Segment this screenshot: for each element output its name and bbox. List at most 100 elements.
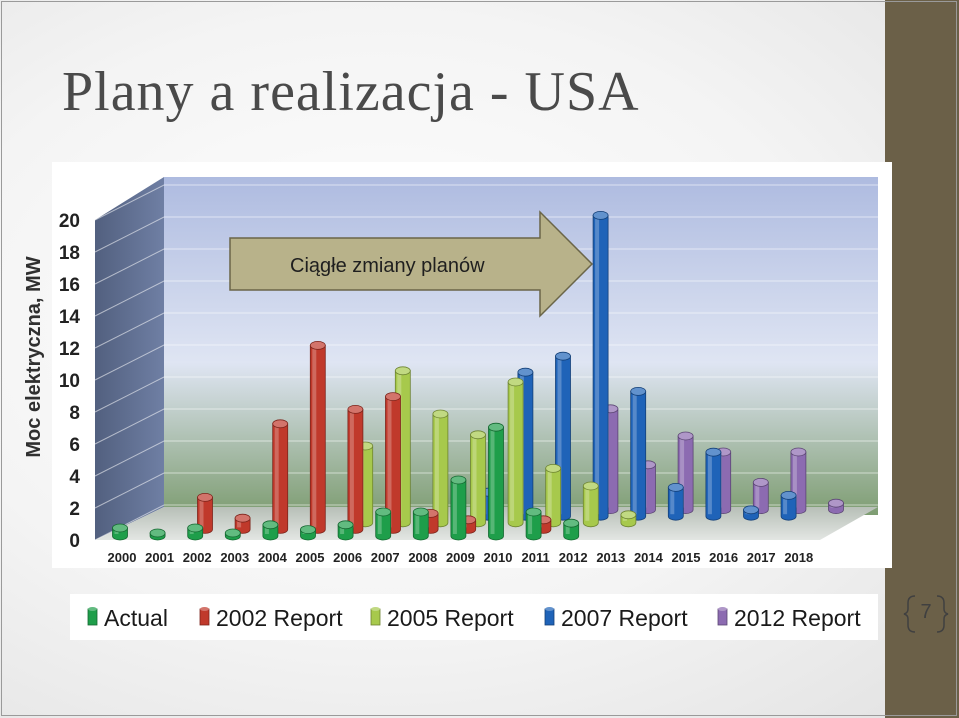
legend-swatch-top (88, 607, 97, 611)
bar-2002-report-2006 (347, 404, 364, 534)
bar-top (517, 367, 534, 377)
legend-swatch-top (200, 607, 209, 611)
bar-top (620, 510, 637, 520)
bar-top (592, 210, 609, 220)
y-tick-label: 14 (59, 307, 81, 328)
legend-swatch (199, 608, 210, 626)
y-tick-label: 2 (69, 499, 80, 520)
bar-2005-report-2010 (507, 377, 524, 528)
bar-top (828, 498, 844, 508)
bar-2005-report-2011 (545, 463, 562, 528)
x-tick-label: 2000 (108, 550, 137, 565)
legend-item-2005-report: 2005 Report (370, 605, 514, 631)
x-tick-label: 2003 (220, 550, 249, 565)
legend-item-2002-report: 2002 Report (199, 605, 343, 631)
bar-actual-2004 (262, 520, 279, 541)
bar-highlight (707, 454, 712, 515)
bar-top (187, 523, 204, 533)
x-tick-label: 2016 (709, 550, 738, 565)
bar-highlight (452, 482, 457, 534)
x-tick-label: 2004 (258, 550, 288, 565)
bar-2012-report-2018 (828, 498, 844, 514)
bar-top (149, 528, 166, 538)
legend-swatch-top (371, 607, 380, 611)
bar-top (630, 386, 647, 396)
callout-arrow: Ciągłe zmiany planów (229, 210, 594, 318)
bar-highlight (114, 530, 119, 534)
bar-actual-2010 (488, 422, 504, 541)
bar-highlight (755, 484, 760, 508)
bar-top (488, 422, 504, 432)
x-tick-label: 2017 (747, 550, 776, 565)
x-tick-label: 2001 (145, 550, 174, 565)
bar-highlight (189, 530, 194, 534)
bar-actual-2000 (112, 523, 128, 541)
y-tick-label: 6 (69, 435, 80, 456)
bar-top (582, 481, 599, 491)
x-tick-label: 2005 (296, 550, 325, 565)
bar-top (677, 431, 694, 441)
bar-top (525, 507, 542, 517)
slide-title: Plany a realizacja - USA (62, 61, 640, 123)
bar-highlight (783, 497, 788, 515)
bar-top (563, 518, 580, 528)
legend-label: 2005 Report (387, 605, 514, 631)
bar-2007-report-2017 (780, 490, 797, 521)
bar-actual-2012 (563, 518, 580, 541)
bar-highlight (670, 489, 675, 515)
bar-actual-2003 (224, 528, 241, 541)
legend-swatch (87, 608, 98, 626)
bar-top (667, 482, 684, 492)
bar-highlight (680, 438, 685, 508)
bar-2005-report-2013 (620, 510, 637, 528)
bar-2002-report-2003 (234, 513, 251, 534)
bar-highlight (472, 436, 477, 521)
legend-item-actual: Actual (87, 605, 168, 631)
bar-highlight (237, 520, 242, 528)
x-tick-label: 2006 (333, 550, 362, 565)
bar-actual-2011 (525, 507, 542, 541)
bar-highlight (792, 454, 797, 508)
x-tick-label: 2018 (784, 550, 813, 565)
bar-actual-2001 (149, 528, 166, 541)
bar-top (309, 340, 326, 350)
bar-highlight (632, 393, 637, 515)
y-tick-label: 18 (59, 243, 80, 264)
x-tick-label: 2013 (596, 550, 625, 565)
legend-swatch-top (718, 607, 727, 611)
legend-label: Actual (104, 605, 168, 631)
bar-top (545, 463, 562, 473)
bar-highlight (349, 411, 354, 528)
bar-highlight (199, 499, 204, 528)
y-tick-label: 20 (59, 211, 80, 232)
x-tick-label: 2012 (559, 550, 588, 565)
bar-highlight (387, 398, 392, 528)
bar-top (272, 419, 289, 429)
bar-highlight (595, 217, 600, 515)
gridline (94, 248, 878, 285)
bar-top (112, 523, 128, 533)
bar-top (300, 525, 316, 534)
bar-top (432, 409, 449, 419)
bar-top (385, 392, 401, 402)
y-tick-label: 12 (59, 339, 80, 360)
bar-highlight (490, 429, 495, 534)
bar-highlight (340, 526, 345, 534)
bar-top (262, 520, 279, 530)
y-tick-label: 10 (59, 371, 80, 392)
gridline (94, 344, 878, 381)
bar-highlight (377, 514, 382, 534)
gridline (94, 184, 878, 221)
bar-top (450, 475, 467, 485)
legend-swatch (544, 608, 555, 626)
bar-2005-report-2012 (582, 481, 599, 528)
bar-top (507, 377, 524, 387)
x-tick-label: 2008 (408, 550, 437, 565)
bar-actual-2006 (337, 520, 354, 541)
y-tick-label: 16 (59, 275, 80, 296)
legend-swatch (370, 608, 381, 626)
bar-highlight (274, 425, 279, 528)
y-axis-label: Moc elektryczna, MW (23, 256, 45, 457)
bar-highlight (622, 516, 627, 521)
